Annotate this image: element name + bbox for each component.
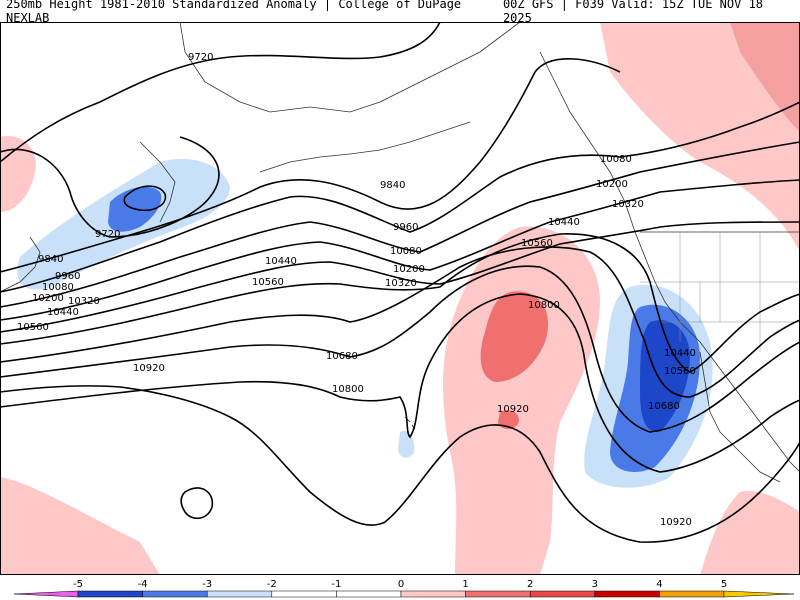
alaska-coastline [179, 22, 521, 113]
anomaly-shading [0, 22, 800, 575]
colorbar-tick-label: -5 [73, 579, 83, 590]
colorbar-segment [142, 590, 208, 598]
colorbar-tick-label: 1 [462, 579, 468, 590]
contour-label: 9720 [95, 229, 120, 240]
colorbar-svg: -5 -4 -3 -2 -1 0 1 2 3 4 5 [13, 579, 795, 598]
contour-label: 10080 [42, 282, 74, 293]
contour-9720-low [123, 185, 167, 212]
colorbar-segment [465, 590, 531, 598]
kamchatka-coastline [139, 141, 176, 223]
contour-label: 10440 [47, 307, 79, 318]
colorbar-tick-label: 5 [721, 579, 727, 590]
contour-10080 [0, 141, 800, 308]
contour-label: 10320 [385, 278, 417, 289]
contour-label: 10560 [17, 322, 49, 333]
colorbar-segment [659, 590, 725, 598]
colorbar-tick-label: -2 [267, 579, 277, 590]
map-header: 250mb Height 1981-2010 Standardized Anom… [0, 0, 800, 25]
contour-9720-north [0, 22, 441, 163]
contour-label: 10560 [521, 238, 553, 249]
contour-label: 10200 [32, 293, 64, 304]
contour-9840 [0, 58, 621, 273]
contour-10320 [0, 221, 800, 333]
colorbar-max-extension [723, 590, 795, 598]
contour-label: 10440 [265, 256, 297, 267]
pos-anomaly-southeast [700, 491, 800, 575]
contour-labels: 9720 9720 9840 9840 9960 9960 10080 1008… [17, 52, 696, 528]
contour-label: 10440 [664, 348, 696, 359]
contour-label: 9960 [55, 271, 80, 282]
contour-9720-west [0, 136, 220, 238]
contour-label: 9840 [380, 180, 405, 191]
pos-anomaly-southwest [0, 477, 160, 575]
pos-anomaly-core-2 [498, 410, 519, 430]
colorbar-min-extension [13, 590, 79, 598]
colorbar-segment [271, 590, 337, 598]
colorbar-tick-label: 0 [398, 579, 404, 590]
contour-label: 9720 [188, 52, 213, 63]
colorbar-tick-label: -4 [138, 579, 148, 590]
contour-label: 10560 [664, 366, 696, 377]
colorbar-segment [400, 590, 466, 598]
colorbar: -5 -4 -3 -2 -1 0 1 2 3 4 5 [0, 575, 800, 600]
colorbar-segment [206, 590, 273, 598]
colorbar-tick-label: 4 [656, 579, 662, 590]
contour-10680 [0, 265, 800, 433]
map-title: 250mb Height 1981-2010 Standardized Anom… [6, 0, 462, 25]
contour-label: 10320 [612, 199, 644, 210]
colorbar-tick-label: -1 [331, 579, 341, 590]
contour-label: 10920 [133, 363, 165, 374]
contour-label: 10920 [497, 404, 529, 415]
weather-map: 9720 9720 9840 9840 9960 9960 10080 1008… [0, 22, 800, 575]
colorbar-segment [336, 590, 402, 598]
contour-label: 10200 [596, 179, 628, 190]
mexico-coastline [699, 351, 781, 483]
contour-label: 10680 [648, 401, 680, 412]
contour-10920-closed [180, 487, 214, 520]
canada-coastline [539, 51, 800, 473]
contour-10920 [0, 385, 800, 543]
height-contours [0, 22, 800, 543]
contour-label: 10800 [332, 384, 364, 395]
contour-9960 [0, 101, 800, 293]
model-valid-time: 00Z GFS | F039 Valid: 15Z TUE NOV 18 202… [502, 0, 764, 25]
contour-label: 10080 [600, 154, 632, 165]
neg-anomaly-east-pacific-core [640, 320, 690, 433]
colorbar-tick-label: -3 [202, 579, 212, 590]
contour-10440 [0, 233, 800, 373]
contour-label: 10080 [390, 246, 422, 257]
pos-anomaly-central-pacific [443, 226, 600, 575]
colorbar-tick-label: 3 [592, 579, 598, 590]
contour-10800 [0, 293, 800, 473]
state-borders [640, 232, 800, 352]
pos-anomaly-northeast [600, 22, 800, 252]
contour-label: 10920 [660, 517, 692, 528]
colorbar-segment [77, 590, 143, 598]
colorbar-segment [529, 590, 596, 598]
pos-anomaly-northeast-core [730, 22, 800, 132]
contour-label: 10320 [68, 296, 100, 307]
contour-label: 9840 [38, 254, 63, 265]
japan-coastline [0, 236, 41, 293]
contour-label: 10200 [393, 264, 425, 275]
colorbar-segment [594, 590, 660, 598]
pos-anomaly-core-1 [480, 291, 549, 382]
contour-label: 10440 [548, 217, 580, 228]
colorbar-bar [13, 590, 795, 598]
contour-label: 9960 [393, 222, 418, 233]
contour-10560 [0, 246, 800, 398]
contour-10200 [0, 179, 800, 321]
contour-label: 10800 [528, 300, 560, 311]
colorbar-tick-labels: -5 -4 -3 -2 -1 0 1 2 3 4 5 [73, 579, 727, 590]
aleutian-chain [259, 121, 471, 173]
colorbar-tick-label: 2 [527, 579, 533, 590]
contour-label: 10560 [252, 277, 284, 288]
contour-label: 10680 [326, 351, 358, 362]
